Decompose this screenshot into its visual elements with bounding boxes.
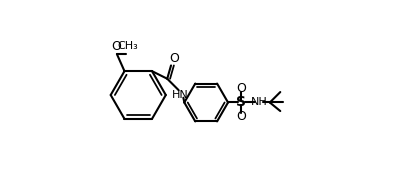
Text: S: S	[236, 96, 246, 109]
Text: O: O	[236, 110, 246, 123]
Text: O: O	[111, 40, 121, 53]
Text: O: O	[169, 52, 179, 65]
Text: NH: NH	[251, 97, 268, 108]
Text: HN: HN	[172, 90, 189, 100]
Text: O: O	[236, 82, 246, 95]
Text: CH₃: CH₃	[117, 41, 138, 51]
